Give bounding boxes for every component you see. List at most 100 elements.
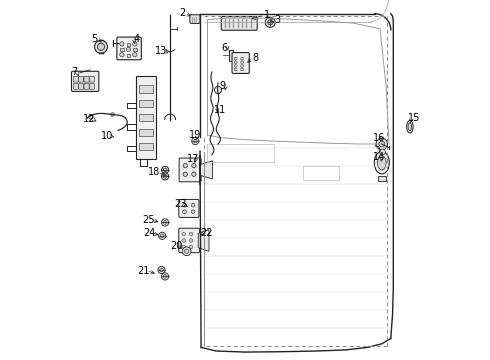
Circle shape	[160, 234, 164, 238]
FancyBboxPatch shape	[90, 84, 95, 89]
Circle shape	[160, 268, 163, 272]
Circle shape	[162, 166, 169, 174]
Circle shape	[183, 163, 187, 168]
Circle shape	[98, 43, 104, 50]
FancyBboxPatch shape	[190, 15, 200, 23]
Text: 11: 11	[215, 105, 227, 115]
Text: 12: 12	[83, 114, 96, 124]
Text: 3: 3	[274, 15, 280, 25]
Bar	[139, 100, 153, 107]
Circle shape	[192, 210, 195, 213]
Circle shape	[192, 203, 195, 207]
Circle shape	[182, 232, 186, 236]
Circle shape	[192, 172, 196, 176]
Circle shape	[183, 210, 186, 213]
FancyBboxPatch shape	[179, 158, 201, 182]
FancyBboxPatch shape	[79, 76, 84, 82]
FancyBboxPatch shape	[72, 71, 99, 91]
FancyBboxPatch shape	[232, 53, 249, 73]
Circle shape	[379, 141, 385, 147]
Circle shape	[194, 139, 197, 143]
Bar	[133, 48, 137, 51]
Circle shape	[241, 64, 244, 67]
Text: 15: 15	[408, 113, 420, 123]
Circle shape	[234, 64, 237, 67]
Text: 14: 14	[373, 152, 385, 162]
Circle shape	[133, 53, 137, 57]
Text: 5: 5	[92, 34, 98, 44]
Text: 19: 19	[189, 130, 201, 140]
Circle shape	[380, 149, 386, 155]
Text: 13: 13	[155, 46, 168, 56]
Circle shape	[182, 245, 186, 249]
Text: 17: 17	[187, 154, 199, 164]
Text: 8: 8	[253, 53, 259, 63]
Polygon shape	[200, 161, 213, 179]
FancyBboxPatch shape	[79, 84, 84, 89]
Circle shape	[183, 203, 186, 207]
Bar	[136, 76, 156, 159]
Circle shape	[234, 68, 237, 71]
Circle shape	[183, 172, 187, 176]
Text: 23: 23	[175, 199, 187, 210]
Circle shape	[111, 113, 114, 116]
Text: 2: 2	[179, 8, 185, 18]
FancyBboxPatch shape	[179, 199, 199, 217]
Text: 22: 22	[200, 228, 212, 238]
Circle shape	[133, 42, 137, 46]
Bar	[378, 176, 386, 181]
Circle shape	[189, 245, 193, 249]
FancyBboxPatch shape	[84, 84, 89, 89]
Bar	[139, 114, 153, 121]
Bar	[139, 143, 153, 150]
Bar	[126, 43, 130, 46]
Circle shape	[163, 168, 167, 172]
Polygon shape	[198, 230, 209, 251]
Ellipse shape	[374, 152, 390, 174]
Text: 1: 1	[264, 10, 270, 20]
Circle shape	[182, 239, 186, 242]
Circle shape	[192, 138, 199, 145]
Circle shape	[189, 232, 193, 236]
Text: 4: 4	[134, 34, 140, 44]
Circle shape	[89, 115, 93, 119]
Circle shape	[189, 239, 193, 242]
Circle shape	[192, 163, 196, 168]
Circle shape	[185, 249, 189, 253]
Circle shape	[376, 138, 388, 150]
FancyBboxPatch shape	[74, 76, 78, 82]
Text: 9: 9	[220, 81, 226, 91]
Text: 18: 18	[148, 167, 160, 177]
Bar	[229, 50, 233, 61]
Text: 21: 21	[137, 266, 149, 276]
Text: 20: 20	[171, 240, 183, 251]
Circle shape	[120, 53, 124, 57]
Bar	[139, 129, 153, 136]
FancyBboxPatch shape	[90, 76, 95, 82]
FancyBboxPatch shape	[221, 17, 257, 30]
Text: 6: 6	[221, 42, 227, 53]
Text: 25: 25	[142, 215, 155, 225]
Text: 24: 24	[144, 228, 156, 238]
Circle shape	[120, 42, 124, 46]
FancyBboxPatch shape	[84, 76, 89, 82]
Circle shape	[268, 20, 273, 25]
Circle shape	[95, 40, 107, 53]
FancyBboxPatch shape	[74, 84, 78, 89]
Bar	[126, 54, 130, 57]
Bar	[120, 48, 123, 51]
Circle shape	[234, 57, 237, 60]
FancyBboxPatch shape	[179, 228, 199, 253]
Ellipse shape	[408, 123, 412, 131]
Circle shape	[241, 61, 244, 64]
Circle shape	[182, 247, 191, 256]
Circle shape	[163, 275, 167, 278]
Circle shape	[241, 68, 244, 71]
Circle shape	[126, 47, 130, 51]
Circle shape	[265, 17, 275, 27]
Text: 10: 10	[101, 131, 114, 141]
FancyBboxPatch shape	[117, 37, 141, 60]
Circle shape	[162, 219, 169, 226]
Circle shape	[162, 273, 169, 280]
Ellipse shape	[407, 120, 413, 133]
